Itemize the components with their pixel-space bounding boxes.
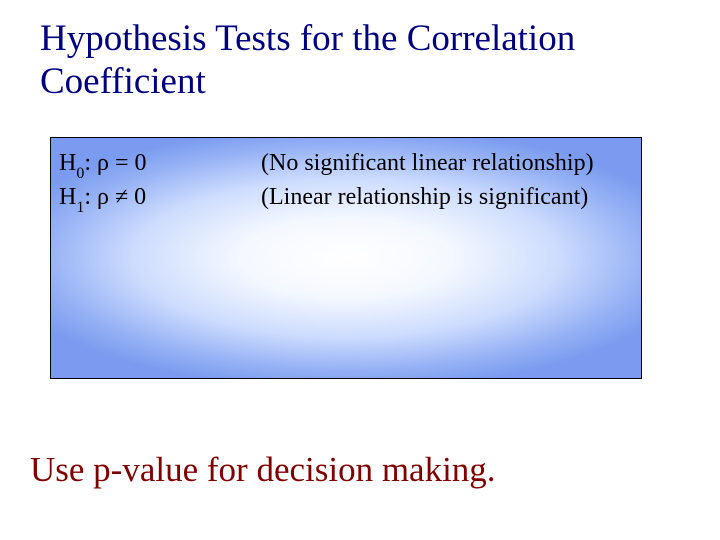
h0-symbol: H <box>59 150 76 176</box>
alt-hypothesis-left: H1: ρ ≠ 0 <box>59 182 261 216</box>
h0-sub: 0 <box>76 165 84 182</box>
null-hypothesis-left: H0: ρ = 0 <box>59 148 261 182</box>
h0-colon: : <box>84 150 97 176</box>
slide-title: Hypothesis Tests for the Correlation Coe… <box>40 18 692 103</box>
title-line-1: Hypothesis Tests for the Correlation <box>40 18 575 59</box>
h1-colon: : <box>84 184 97 210</box>
h1-sub: 1 <box>76 199 84 216</box>
title-line-2: Coefficient <box>40 61 206 102</box>
null-hypothesis-desc: (No significant linear relationship) <box>261 148 633 178</box>
h1-symbol: H <box>59 184 76 210</box>
hypothesis-row-null: H0: ρ = 0 (No significant linear relatio… <box>59 148 633 182</box>
hypothesis-row-alt: H1: ρ ≠ 0 (Linear relationship is signif… <box>59 182 633 216</box>
h0-expr: ρ = 0 <box>97 150 147 176</box>
footer-text: Use p-value for decision making. <box>30 450 496 490</box>
h1-expr: ρ ≠ 0 <box>97 184 146 210</box>
alt-hypothesis-desc: (Linear relationship is significant) <box>261 182 633 212</box>
hypothesis-box: H0: ρ = 0 (No significant linear relatio… <box>50 137 642 379</box>
